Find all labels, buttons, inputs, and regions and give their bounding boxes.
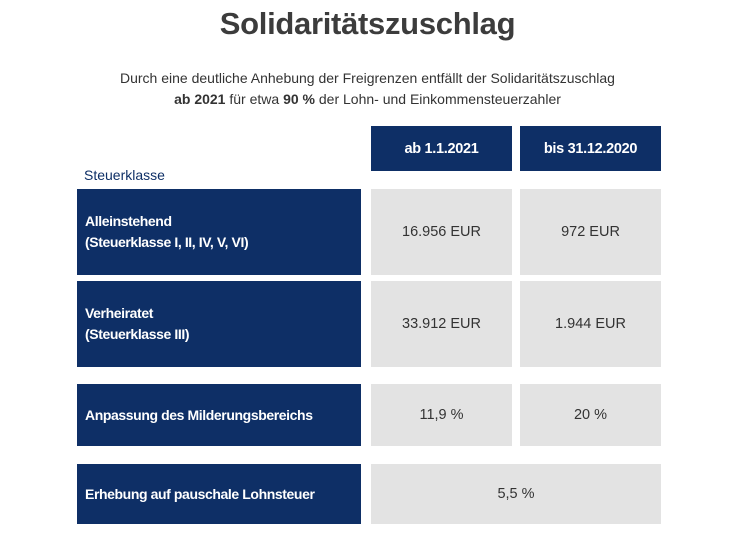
row-label-single: Alleinstehend (Steuerklasse I, II, IV, V… — [77, 189, 361, 275]
subtitle-bold-percent: 90 % — [283, 91, 315, 107]
row-label-line-1: Alleinstehend — [85, 213, 172, 229]
subtitle-text-a: für etwa — [225, 91, 284, 107]
subtitle-line-2: ab 2021 für etwa 90 % der Lohn- und Eink… — [0, 89, 735, 110]
table-cell: 972 EUR — [520, 189, 661, 275]
row-label-line-1: Verheiratet — [85, 305, 153, 321]
column-header-from-2021: ab 1.1.2021 — [371, 126, 512, 171]
row-label-line-2: (Steuerklasse III) — [85, 326, 190, 342]
subtitle: Durch eine deutliche Anhebung der Freigr… — [0, 68, 735, 110]
table-cell: 33.912 EUR — [371, 281, 512, 367]
row-label-flat-rate-wage-tax: Erhebung auf pauschale Lohnsteuer — [77, 464, 361, 524]
table-cell-span: 5,5 % — [371, 464, 661, 524]
column-header-until-2020: bis 31.12.2020 — [520, 126, 661, 171]
row-label-married: Verheiratet (Steuerklasse III) — [77, 281, 361, 367]
table-cell: 1.944 EUR — [520, 281, 661, 367]
table-cell: 11,9 % — [371, 384, 512, 446]
table-cell: 20 % — [520, 384, 661, 446]
row-label-line-2: (Steuerklasse I, II, IV, V, VI) — [85, 234, 249, 250]
row-label-mitigation-range: Anpassung des Milderungsbereichs — [77, 384, 361, 446]
subtitle-bold-year: ab 2021 — [174, 91, 226, 107]
subtitle-text-b: der Lohn- und Einkommensteuerzahler — [314, 91, 561, 107]
table-cell: 16.956 EUR — [371, 189, 512, 275]
page-title: Solidaritätszuschlag — [219, 6, 516, 41]
subtitle-line-1: Durch eine deutliche Anhebung der Freigr… — [120, 70, 615, 86]
row-header-label: Steuerklasse — [84, 167, 165, 183]
